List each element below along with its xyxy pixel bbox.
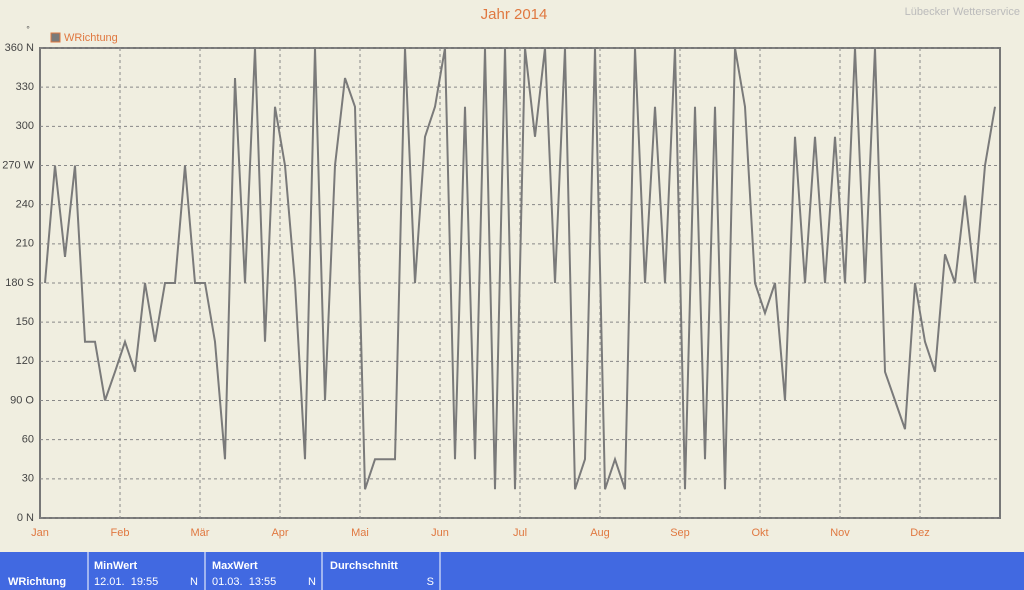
x-tick-label: Jan <box>31 527 49 539</box>
col-time: 01.03. 13:55 <box>212 576 276 588</box>
x-tick-label: Jul <box>513 527 527 539</box>
legend-swatch <box>50 32 61 43</box>
x-tick-label: Nov <box>830 527 850 539</box>
y-tick-label: 30 <box>22 473 34 485</box>
legend-label: WRichtung <box>64 32 118 44</box>
stats-bar: WRichtung MinWert 12.01. 19:55 N MaxWert… <box>0 552 1024 590</box>
x-tick-label: Mai <box>351 527 369 539</box>
x-tick-label: Apr <box>271 527 288 539</box>
col-dir: N <box>308 576 316 588</box>
chart-title: Jahr 2014 <box>481 6 548 23</box>
col-header: MaxWert <box>212 560 258 572</box>
x-tick-label: Mär <box>191 527 210 539</box>
y-tick-label: 60 <box>22 434 34 446</box>
x-tick-label: Okt <box>751 527 768 539</box>
stats-bg <box>0 552 1024 590</box>
x-tick-label: Dez <box>910 527 930 539</box>
y-tick-label: 120 <box>16 355 34 367</box>
col-dir: N <box>190 576 198 588</box>
col-header: Durchschnitt <box>330 560 398 572</box>
x-tick-label: Sep <box>670 527 690 539</box>
row-label: WRichtung <box>8 576 66 588</box>
y-tick-label: 150 <box>16 316 34 328</box>
y-tick-label: 240 <box>16 199 34 211</box>
x-tick-label: Jun <box>431 527 449 539</box>
source: Lübecker Wetterservice <box>905 6 1020 18</box>
y-tick-label: 330 <box>16 81 34 93</box>
y-tick-label: 270 W <box>2 159 34 171</box>
y-tick-label: 360 N <box>5 42 34 54</box>
col-dir: S <box>427 576 434 588</box>
y-unit: ° <box>26 24 30 34</box>
x-tick-label: Aug <box>590 527 610 539</box>
y-tick-label: 300 <box>16 120 34 132</box>
y-tick-label: 180 S <box>5 277 34 289</box>
col-time: 12.01. 19:55 <box>94 576 158 588</box>
y-tick-label: 210 <box>16 238 34 250</box>
y-tick-label: 90 O <box>10 394 34 406</box>
col-header: MinWert <box>94 560 138 572</box>
x-tick-label: Feb <box>111 527 130 539</box>
data-line <box>44 47 996 490</box>
y-tick-label: 0 N <box>17 512 34 524</box>
